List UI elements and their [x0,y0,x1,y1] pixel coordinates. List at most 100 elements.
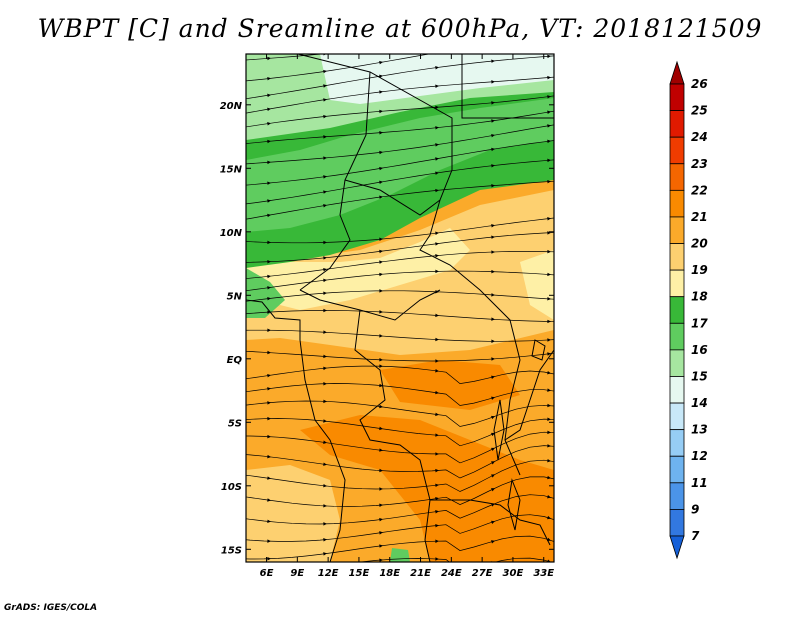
streamline-arrow [547,95,551,99]
streamline-arrow [491,540,495,544]
colorbar-label: 24 [691,130,708,144]
streamline-arrow [323,399,327,404]
streamline-arrow [267,350,271,355]
streamline [246,514,554,542]
streamline [246,383,554,406]
colorbar-segment [669,243,685,271]
lat-label: 10N [220,228,243,239]
streamline-arrow [379,531,383,535]
streamline-arrow [323,175,327,179]
plot-frame [245,53,555,563]
streamline-arrow [547,388,551,392]
streamline [246,445,554,479]
streamline-arrow [323,69,327,74]
colorbar-label: 12 [691,449,708,463]
streamline-arrow [267,310,271,314]
streamline [246,476,554,507]
streamline-arrow [435,412,439,417]
streamline [246,159,554,205]
colorbar-segment [669,296,685,324]
border-line [299,71,371,291]
lon-label: 18E [379,568,400,579]
streamline-arrow [435,157,439,161]
streamline-arrow [323,538,327,542]
streamline-arrow [491,317,495,321]
streamline-arrow [491,503,495,507]
streamline-arrow [435,433,439,437]
streamline [358,557,552,562]
streamline-arrow [491,339,495,344]
streamline-arrow [323,552,327,556]
streamline-arrow [547,75,551,80]
streamline-arrow [491,269,495,274]
streamline-arrow [267,296,271,301]
grads-credit: GrADS: IGES/COLA [4,603,98,613]
colorbar-top-arrow [669,60,685,85]
streamline-arrow [547,338,551,342]
colorbar-label: 13 [691,423,708,437]
streamline-arrow [267,139,271,144]
streamline-arrow [323,366,327,371]
streamline [246,232,554,263]
streamline-arrow [435,483,439,488]
colorbar-label: 16 [691,343,708,357]
streamline-arrow [379,46,383,49]
streamline-arrow [379,272,383,277]
streamline-arrow [547,444,551,448]
streamline-arrow [323,308,327,313]
streamline-arrow [267,373,271,378]
streamline-arrow [491,415,495,420]
streamline-arrow [323,267,327,272]
streamline-arrow [435,557,439,561]
streamline-arrow [379,310,383,314]
streamline-arrow [491,293,495,297]
colorbar-label: 9 [691,502,699,516]
streamline-arrow [547,458,551,463]
border-line [246,299,346,562]
colorbar-label: 19 [691,263,708,277]
streamline-arrow [379,334,383,338]
streamline [246,270,554,292]
streamline-arrow [323,419,327,423]
border-line [461,54,554,119]
chart-title: WBPT [C] and Sreamline at 600hPa, VT: 20… [37,14,763,43]
streamline [246,431,554,464]
streamline-arrow [547,110,551,114]
streamline-arrow [491,488,495,492]
streamline [246,54,325,61]
streamline-arrow [547,139,551,144]
streamline-arrow [267,181,271,185]
streamline-arrow [435,254,439,258]
colorbar-segment [669,189,685,218]
colorbar-segment [669,349,685,377]
streamline [246,124,554,165]
streamline-arrow [379,166,383,171]
map-axes: 20N 15N 10N 5N EQ 5S 10S 15S 6E 9E 12E 15E 18E 21E 24E… [220,54,554,579]
streamline-arrow [491,357,495,361]
streamline-arrow [491,396,495,400]
colorbar-segment [669,163,685,191]
streamline [246,459,554,492]
streamline-arrow [267,401,271,405]
lon-label: 21E [410,568,431,579]
streamline-arrow [547,18,551,21]
colorbar-segment [669,482,685,510]
colorbar-segment [669,83,685,111]
streamline-arrow [491,59,495,63]
streamline-arrow [491,224,495,228]
lake-outline [531,339,546,361]
streamline-arrow [267,213,271,218]
streamline-arrow [379,150,383,155]
colorbar-label: 26 [691,77,708,91]
streamline-arrow [323,240,327,245]
streamline-arrow [267,274,271,279]
streamline-arrow [547,495,551,499]
streamline [246,329,554,342]
streamline-arrow [323,330,327,334]
streamline-arrow [323,190,327,194]
streamline [246,400,554,427]
colorbar-segment [669,429,685,457]
streamline-arrow [491,28,495,31]
streamline-arrow [435,313,439,318]
streamline-arrow [379,487,383,491]
